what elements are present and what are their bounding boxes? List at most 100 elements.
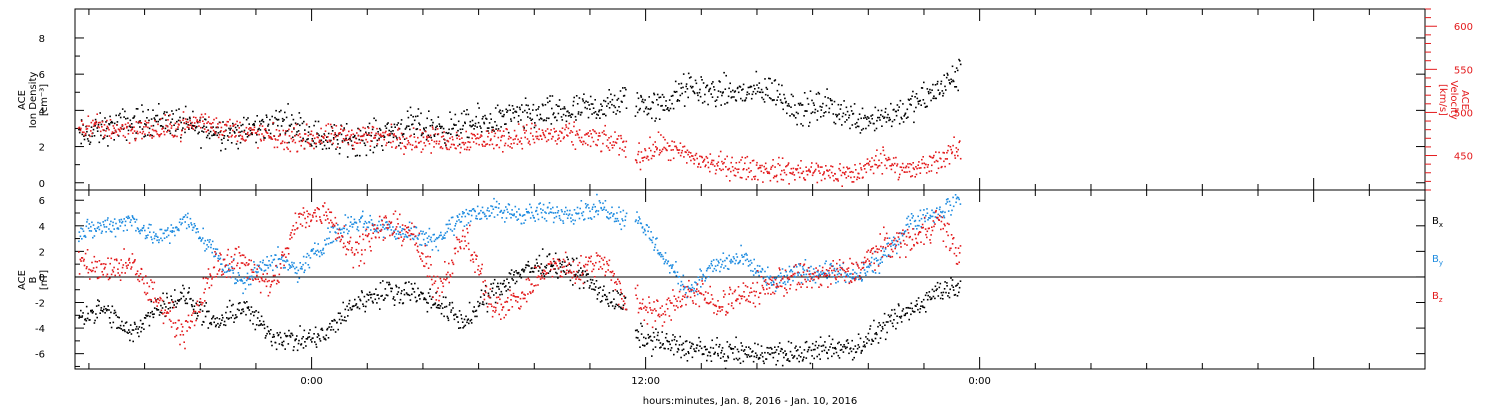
data-point [346,305,348,308]
data-point [89,141,92,144]
data-point [660,255,662,258]
data-point [721,263,723,266]
data-point [878,272,881,274]
data-point [138,121,141,124]
data-point [260,140,262,142]
data-point [201,324,203,326]
data-point [766,170,768,173]
data-point [129,339,131,342]
data-point [869,325,872,327]
data-point [346,156,349,158]
data-point [477,121,480,124]
data-point [318,334,320,337]
data-point [682,288,685,291]
data-point [422,136,425,139]
data-point [135,218,138,221]
data-point [910,213,913,215]
data-point [533,126,536,129]
data-point [599,117,601,119]
data-point [748,346,750,348]
data-point [364,127,366,130]
data-point [195,116,197,119]
data-point [847,168,849,170]
data-point [921,162,924,165]
data-point [743,253,746,256]
data-point [464,215,467,218]
data-point [221,314,223,316]
data-point [763,165,765,168]
data-point [555,215,558,218]
data-point [732,256,735,258]
data-point [602,113,604,116]
data-point [171,110,173,112]
data-point [525,104,528,106]
data-point [390,141,392,144]
data-point [723,71,725,74]
data-point [793,115,795,117]
data-point [425,130,427,133]
data-point [227,139,229,141]
data-point [690,345,693,348]
data-point [550,123,553,125]
data-point [324,337,326,340]
data-point [804,259,807,261]
data-point [403,145,406,148]
data-point [943,160,945,163]
data-point [248,277,251,279]
data-point [526,211,529,214]
data-point [337,135,339,137]
data-point [463,148,466,151]
data-point [651,117,653,120]
data-point [102,129,104,131]
data-point [299,124,301,127]
data-point [397,127,400,130]
data-point [724,367,727,370]
data-point [781,157,784,159]
data-point [701,79,703,81]
data-point [399,226,401,228]
data-point [178,221,181,224]
data-point [605,114,607,117]
data-point [203,125,205,127]
data-point [860,117,862,120]
data-point [896,252,898,255]
data-point [501,110,504,112]
data-point [242,282,245,285]
data-point [676,271,679,273]
data-point [785,173,788,176]
data-point [906,223,909,226]
data-point [663,347,665,350]
data-point [144,133,146,135]
data-point [159,134,161,136]
data-point [249,129,252,132]
data-point [327,136,329,138]
data-point [433,134,435,136]
data-point [797,112,799,115]
data-point [785,100,787,103]
data-point [411,148,413,151]
data-point [741,156,743,159]
data-point [118,316,120,319]
data-point [686,360,689,362]
data-point [120,128,123,130]
data-point [143,135,145,138]
data-point [348,130,350,133]
data-point [637,337,639,339]
data-point [774,166,776,168]
data-point [822,344,825,347]
data-point [251,132,254,134]
data-point [570,220,573,223]
data-point [856,176,859,178]
data-point [495,124,498,127]
data-point [754,88,756,90]
data-point [811,99,813,102]
data-point [657,131,660,133]
data-point [483,213,486,215]
data-point [909,219,911,222]
data-point [870,115,872,117]
data-point [695,152,698,155]
data-point [296,281,299,283]
data-point [465,208,468,211]
data-point [855,169,857,171]
data-point [887,156,890,159]
